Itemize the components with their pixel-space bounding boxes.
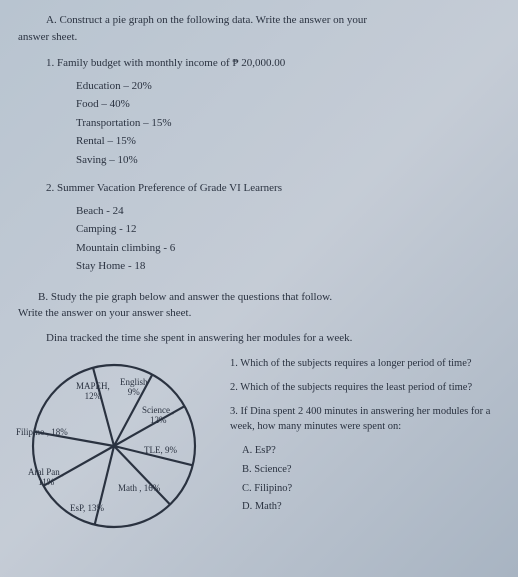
opt-c: C. Filipino? <box>242 481 500 497</box>
b-intro-1: B. Study the pie graph below and answer … <box>38 291 332 303</box>
section-b-intro: B. Study the pie graph below and answer … <box>38 289 500 322</box>
bq1: 1. Which of the subjects requires a long… <box>230 356 500 372</box>
pie-slice-label: Math , 16% <box>118 484 160 494</box>
questions-area: 1. Which of the subjects requires a long… <box>230 356 500 536</box>
q1-item: Food – 40% <box>76 96 500 113</box>
q1-item: Transportation – 15% <box>76 115 500 132</box>
q2-item: Mountain climbing - 6 <box>76 240 500 257</box>
opt-d: D. Math? <box>242 499 500 515</box>
q1-item: Education – 20% <box>76 78 500 95</box>
question-1: 1. Family budget with monthly income of … <box>46 55 500 168</box>
intro-text-2: answer sheet. <box>18 31 77 43</box>
b-intro-2: Write the answer on your answer sheet. <box>18 307 191 319</box>
pie-slice-label: Filipino , 18% <box>16 428 68 438</box>
pie-svg <box>24 356 204 536</box>
opt-b: B. Science? <box>242 462 500 478</box>
pie-slice-label: Science ,12% <box>142 406 174 426</box>
pie-slice-label: Aral Pan ,11% <box>28 468 64 488</box>
pie-slice-label: MAPEH,12% <box>76 382 110 402</box>
pie-container: MAPEH,12% English9% Science ,12% TLE, 9% Mat… <box>24 356 204 536</box>
intro-text-1: A. Construct a pie graph on the followin… <box>46 14 367 26</box>
section-b-sub: Dina tracked the time she spent in answe… <box>46 330 500 347</box>
q1-item: Saving – 10% <box>76 152 500 169</box>
section-b: B. Study the pie graph below and answer … <box>18 289 500 347</box>
section-a: A. Construct a pie graph on the followin… <box>18 12 500 275</box>
bq3: 3. If Dina spent 2 400 minutes in answer… <box>230 404 500 436</box>
q2-item: Camping - 12 <box>76 221 500 238</box>
bq2: 2. Which of the subjects requires the le… <box>230 380 500 396</box>
pie-slice-label: TLE, 9% <box>144 446 177 456</box>
q2-items: Beach - 24 Camping - 12 Mountain climbin… <box>76 203 500 275</box>
question-2: 2. Summer Vacation Preference of Grade V… <box>46 180 500 275</box>
bottom-row: MAPEH,12% English9% Science ,12% TLE, 9% Mat… <box>18 356 500 536</box>
section-a-intro: A. Construct a pie graph on the followin… <box>18 12 500 45</box>
opt-a: A. EsP? <box>242 443 500 459</box>
pie-slice-label: EsP, 13% <box>70 504 104 514</box>
pie-slice-label: English9% <box>120 378 148 398</box>
q1-item: Rental – 15% <box>76 133 500 150</box>
q1-items: Education – 20% Food – 40% Transportatio… <box>76 78 500 169</box>
pie-chart: MAPEH,12% English9% Science ,12% TLE, 9% Mat… <box>18 356 218 536</box>
q2-item: Stay Home - 18 <box>76 258 500 275</box>
q2-title: 2. Summer Vacation Preference of Grade V… <box>46 180 500 197</box>
q1-title: 1. Family budget with monthly income of … <box>46 55 500 72</box>
q2-item: Beach - 24 <box>76 203 500 220</box>
